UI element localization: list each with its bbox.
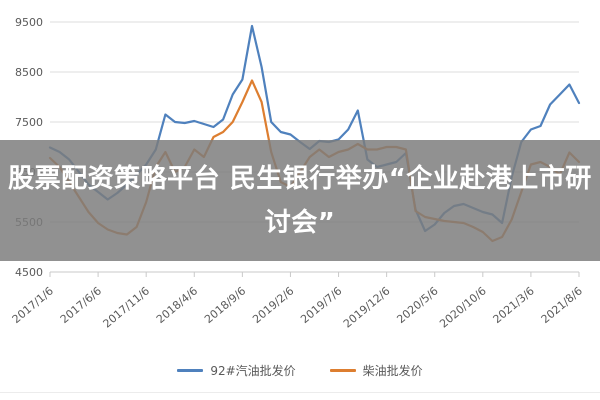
- x-axis-label: 2021/3/6: [491, 284, 537, 326]
- headline-text: 股票配资策略平台 民生银行举办“企业赴港上市研讨会”: [8, 163, 592, 238]
- x-axis-label: 2017/1/6: [10, 284, 56, 326]
- legend-item-diesel: 柴油批发价: [329, 362, 423, 379]
- x-axis-label: 2018/9/6: [202, 284, 248, 326]
- x-axis-label: 2019/12/6: [341, 284, 393, 330]
- legend-swatch-gasoline: [177, 368, 204, 372]
- legend-swatch-diesel: [329, 368, 356, 372]
- legend-label-diesel: 柴油批发价: [362, 363, 423, 378]
- y-axis-label: 7500: [15, 116, 43, 129]
- y-axis-label: 8500: [15, 66, 43, 79]
- x-axis-label: 2020/5/6: [394, 284, 440, 326]
- x-axis-label: 2021/8/6: [539, 284, 585, 326]
- x-axis-label: 2018/4/6: [154, 284, 200, 326]
- x-axis-label: 2017/11/6: [101, 284, 153, 330]
- x-axis-label: 2019/7/6: [298, 284, 344, 326]
- chart-legend: 92#汽油批发价 柴油批发价: [0, 358, 600, 382]
- page-divider: [0, 392, 600, 393]
- legend-label-gasoline: 92#汽油批发价: [210, 363, 296, 378]
- y-axis-label: 4500: [15, 266, 43, 279]
- x-axis-label: 2019/2/6: [250, 284, 296, 326]
- y-axis-label: 9500: [15, 16, 43, 29]
- x-axis-label: 2017/6/6: [58, 284, 104, 326]
- headline-banner: 股票配资策略平台 民生银行举办“企业赴港上市研讨会”: [0, 140, 600, 261]
- x-axis-label: 2020/10/6: [437, 284, 489, 330]
- legend-item-gasoline: 92#汽油批发价: [177, 362, 296, 379]
